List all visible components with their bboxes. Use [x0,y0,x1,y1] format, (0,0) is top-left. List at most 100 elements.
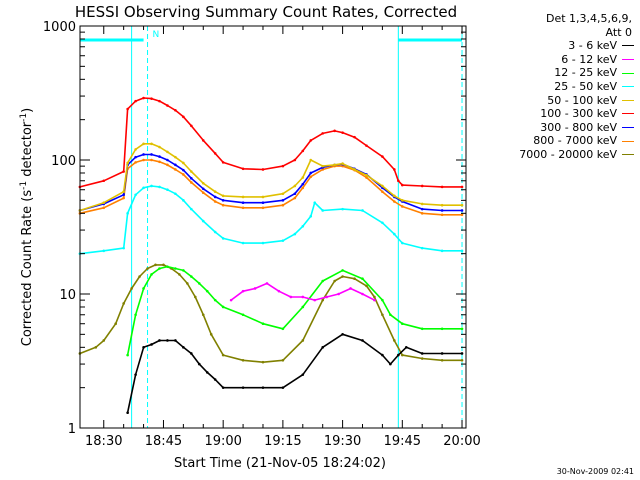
legend-label: 25 - 50 keV [554,79,617,93]
series-line-4 [79,143,462,212]
series-0-point [420,352,424,355]
legend-swatch [622,127,634,129]
x-tick-label: 19:45 [384,434,421,449]
series-6-point [301,182,305,186]
series-0-point [361,339,364,342]
x-axis-label: Start Time (21-Nov-05 18:24:02) [174,456,386,471]
series-1-point [277,289,281,293]
series-3-point [381,221,384,225]
series-3-point [190,207,193,211]
series-7-point [201,191,205,195]
series-8-point [114,322,117,326]
series-6-point [166,158,169,162]
series-5-point [190,124,193,128]
series-4-point [150,142,153,146]
series-1-point [325,295,328,299]
series-6-point [460,209,464,212]
series-8-point [201,313,205,317]
series-1-point [337,292,340,296]
series-5-point [221,161,225,164]
series-4-point [365,173,368,177]
series-0-point [134,373,137,376]
series-8-point [186,282,189,285]
series-7-point [182,173,185,176]
series-7 [78,158,464,217]
series-1-point [361,292,364,296]
series-5-point [281,164,285,168]
series-4-point [293,184,297,188]
series-8-point [94,346,98,349]
legend-label: 3 - 6 keV [568,39,617,53]
series-5-point [333,129,336,133]
series-8-point [154,263,157,267]
series-8-point [321,298,324,302]
series-4-point [309,158,313,162]
series-8-point [401,353,404,357]
legend-swatch [622,140,634,142]
series-7-point [241,206,245,210]
series-5-point [353,135,356,139]
y-axis: 1 10 100 1000 [43,20,466,437]
legend-entries: 3 - 6 keV 6 - 12 keV 12 - 25 keV 25 - 50 ke… [500,39,636,161]
series-5-point [401,183,404,187]
series-7-point [134,161,137,164]
series-2-point [134,313,137,317]
series-2-point [420,327,424,331]
series-5-point [293,158,297,162]
series-1-point [253,287,257,290]
series-5-point [174,108,177,112]
series-line-8 [79,264,462,364]
series-4-point [393,194,396,198]
series-8-point [221,353,225,357]
series-0-point [241,386,245,389]
series-6-point [142,153,145,156]
series-8-point [281,359,285,362]
series-3-point [460,249,464,253]
series-5-point [142,96,145,100]
series-5-point [341,131,344,134]
series-5-point [201,139,205,142]
series-4-point [190,170,193,173]
series-0-point [182,346,185,349]
series-0-point [381,353,384,357]
series-3-point [393,232,396,236]
series-4-point [221,194,225,198]
series-6-point [201,187,205,191]
series-0-point [197,362,201,366]
y-tick-label: 1 [68,422,76,437]
series-3-point [440,249,444,253]
series-3-point [401,241,404,245]
series-0-point [460,352,464,355]
series-0-point [389,362,392,366]
series-1-point [289,295,293,299]
series-4-point [122,190,125,194]
legend-swatch [622,99,634,101]
series-7-point [401,205,404,208]
series-3-point [321,209,324,212]
series-5-point [365,144,368,147]
series-2-point [361,277,364,281]
legend-entry-3: 25 - 50 keV [500,80,636,94]
series-5-point [261,168,265,171]
series-2-point [440,327,444,331]
series-2-point [126,353,129,357]
series-6-point [309,171,313,175]
series-7-point [261,206,265,210]
series-7-point [420,212,424,215]
series-7-point [122,196,125,200]
series-4-point [158,145,161,149]
legend-label: 300 - 800 keV [540,120,617,134]
series-5-point [150,97,153,100]
series-3-point [341,207,344,211]
series-2-point [150,273,153,276]
legend-swatch [622,113,634,115]
series-6-point [420,207,424,211]
timestamp: 30-Nov-2009 02:41 [556,467,634,476]
series-8-point [146,267,149,270]
series-0-point [221,386,225,389]
legend-entry-2: 12 - 25 keV [500,66,636,80]
series-8-point [261,360,265,364]
series-3 [78,184,464,255]
series-1-point [301,295,305,299]
series-8-point [178,273,181,276]
